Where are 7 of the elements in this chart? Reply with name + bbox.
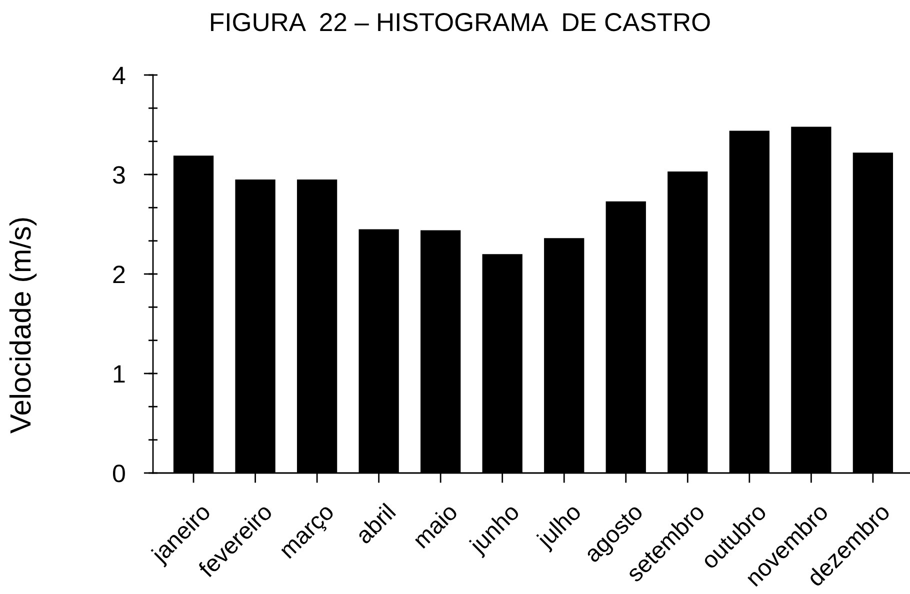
y-tick-label: 1 xyxy=(114,365,125,383)
y-tick-label: 4 xyxy=(112,66,126,84)
y-tick-label: 3 xyxy=(112,166,125,184)
y-tick-label: 2 xyxy=(113,266,125,284)
y-tick-label: 0 xyxy=(112,464,125,482)
y-axis-title: Velocidade (m/s) xyxy=(9,218,37,434)
chart-title: FIGURA 22 – HISTOGRAMA DE CASTRO xyxy=(211,13,710,32)
